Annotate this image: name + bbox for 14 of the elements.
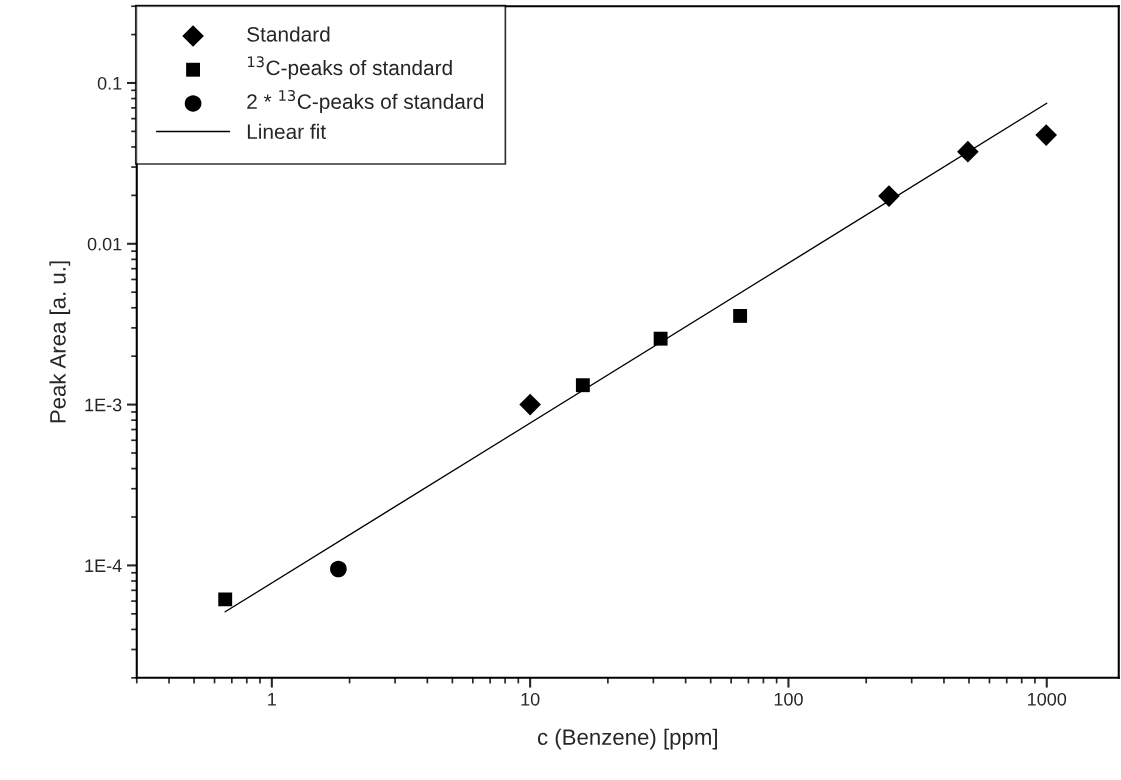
y-tick-label: 1E-4 [85,559,122,572]
legend-label: Linear fit [247,123,326,140]
y-tick-label: 1E-3 [85,398,122,412]
legend-label: 2 * $^{13}$C-peaks of standard [247,89,484,114]
y-tick-label: 0.1 [97,76,122,90]
x-tick-label: 10 [521,692,540,706]
x-tick-label: 1000 [1028,692,1067,706]
x-tick-label: 100 [774,692,803,706]
y-tick-label: 0.01 [87,237,122,251]
x-tick-label: 1 [268,693,276,706]
legend-label: $^{13}$C-peaks of standard [248,56,452,80]
y-axis-title: Peak Area [a. u.] [49,261,71,423]
x-axis-title: c (Benzene) [ppm] [537,728,717,750]
legend-label: Standard [247,26,330,42]
